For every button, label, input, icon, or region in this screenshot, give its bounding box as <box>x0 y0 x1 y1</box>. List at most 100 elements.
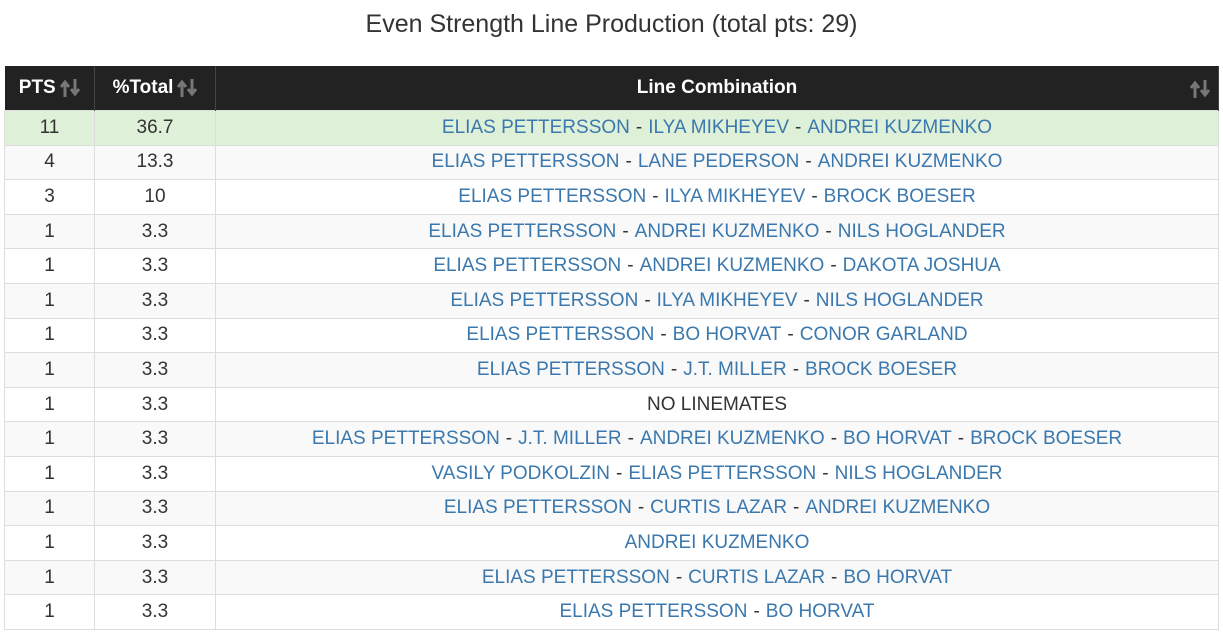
column-header[interactable]: PTS <box>4 66 95 111</box>
line-cell: ANDREI KUZMENKO <box>215 525 1219 561</box>
sort-icon <box>177 78 198 97</box>
table-row: 1 3.3 ELIAS PETTERSSON - J.T. MILLER - ANDREI … <box>4 421 1219 457</box>
player-link[interactable]: ELIAS PETTERSSON <box>628 462 817 484</box>
separator: - <box>635 116 643 138</box>
player-link[interactable]: ELIAS PETTERSSON <box>428 220 617 242</box>
pct-cell: 13.3 <box>94 144 216 181</box>
line-cell: ELIAS PETTERSSON - ILYA MIKHEYEV - ANDREI KU… <box>215 110 1219 146</box>
separator: - <box>670 358 678 380</box>
pct-cell: 3.3 <box>94 525 216 561</box>
header-row: PTS %Total Line Combination <box>4 66 1219 111</box>
separator: - <box>622 220 629 242</box>
table-row: 4 13.3 ELIAS PETTERSSON - LANE PEDERSON - ANDR… <box>4 144 1219 181</box>
player-link[interactable]: ANDREI KUZMENKO <box>639 255 825 277</box>
player-link[interactable]: NILS HOGLANDER <box>837 220 1006 242</box>
player-link[interactable]: ELIAS PETTERSSON <box>441 116 630 138</box>
pts-cell: 11 <box>4 110 95 146</box>
player-link[interactable]: ELIAS PETTERSSON <box>481 566 670 588</box>
player-link[interactable]: ELIAS PETTERSSON <box>476 358 665 380</box>
title: Even Strength Line Production (total pts… <box>365 10 858 38</box>
player-link[interactable]: ILYA MIKHEYEV <box>648 116 789 138</box>
table-body: 11 36.7 ELIAS PETTERSSON - ILYA MIKHEYEV - AND… <box>4 110 1219 630</box>
player-link[interactable]: ILYA MIKHEYEV <box>656 289 798 311</box>
player-link[interactable]: CONOR GARLAND <box>799 324 968 346</box>
line-cell: ELIAS PETTERSSON - BO HORVAT - CONOR GARLAND <box>215 317 1219 354</box>
player-link[interactable]: ELIAS PETTERSSON <box>433 255 622 277</box>
pct-cell: 10 <box>94 179 216 215</box>
table-row: 1 3.3 ELIAS PETTERSSON - CURTIS LAZAR - ANDREI… <box>4 490 1219 527</box>
player-link[interactable]: NILS HOGLANDER <box>815 289 984 311</box>
player-link[interactable]: ELIAS PETTERSSON <box>466 324 655 346</box>
pct-cell: 36.7 <box>94 110 216 146</box>
separator: - <box>793 497 800 519</box>
player-link[interactable]: ELIAS PETTERSSON <box>443 497 632 519</box>
player-link[interactable]: J.T. MILLER <box>518 428 622 450</box>
player-link[interactable]: BROCK BOESER <box>970 428 1123 450</box>
player-link[interactable]: BROCK BOESER <box>805 358 958 380</box>
separator: - <box>830 428 838 450</box>
separator: - <box>627 428 634 450</box>
pct-cell: 3.3 <box>94 594 216 630</box>
player-link[interactable]: ANDREI KUZMENKO <box>807 116 993 138</box>
table-row: 1 3.3 ELIAS PETTERSSON - CURTIS LAZAR - BO HOR… <box>4 559 1219 596</box>
table-row: 1 3.3 ANDREI KUZMENKO <box>4 525 1219 561</box>
player-link[interactable]: ILYA MIKHEYEV <box>664 185 806 207</box>
player-link[interactable]: DAKOTA JOSHUA <box>842 255 1001 277</box>
player-link[interactable]: ELIAS PETTERSSON <box>450 289 639 311</box>
separator: - <box>675 566 683 588</box>
column-header[interactable]: Line Combination <box>215 66 1219 111</box>
player-link[interactable]: ELIAS PETTERSSON <box>311 428 500 450</box>
player-link[interactable]: BROCK BOESER <box>823 185 976 207</box>
player-link[interactable]: BO HORVAT <box>765 601 875 623</box>
table-row: 3 10 ELIAS PETTERSSON - ILYA MIKHEYEV - BROCK … <box>4 179 1219 215</box>
sort-icon <box>1190 80 1210 98</box>
line-cell: ELIAS PETTERSSON - ILYA MIKHEYEV - BROCK BOE… <box>215 179 1219 215</box>
line-cell: VASILY PODKOLZIN - ELIAS PETTERSSON - NILS H… <box>215 455 1219 492</box>
separator: - <box>787 324 794 346</box>
pct-cell: 3.3 <box>94 421 216 457</box>
player-link[interactable]: ANDREI KUZMENKO <box>634 220 820 242</box>
table-row: 1 3.3 ELIAS PETTERSSON - J.T. MILLER - BROCK B… <box>4 352 1219 388</box>
header-label: %Total <box>112 77 174 98</box>
pct-cell: 3.3 <box>94 317 216 354</box>
separator: - <box>637 497 645 519</box>
player-link[interactable]: ANDREI KUZMENKO <box>639 428 825 450</box>
pts-cell: 1 <box>4 213 95 250</box>
player-link[interactable]: ANDREI KUZMENKO <box>805 497 991 519</box>
player-link[interactable]: CURTIS LAZAR <box>650 497 788 519</box>
header-label: Line Combination <box>636 77 798 98</box>
line-cell: NO LINEMATES <box>215 386 1219 423</box>
column-header[interactable]: %Total <box>94 66 216 111</box>
player-link[interactable]: ANDREI KUZMENKO <box>624 531 810 553</box>
line-cell: ELIAS PETTERSSON - BO HORVAT <box>215 594 1219 630</box>
table-row: 1 3.3 ELIAS PETTERSSON - ANDREI KUZMENKO - NIL… <box>4 213 1219 250</box>
separator: - <box>644 289 651 311</box>
separator: - <box>660 324 667 346</box>
pts-cell: 1 <box>4 421 95 457</box>
player-link[interactable]: CURTIS LAZAR <box>688 566 826 588</box>
player-link[interactable]: ANDREI KUZMENKO <box>817 151 1003 173</box>
player-link[interactable]: BO HORVAT <box>843 428 952 450</box>
pts-cell: 1 <box>4 317 95 354</box>
separator: - <box>795 116 802 138</box>
table-row: 1 3.3 ELIAS PETTERSSON - ANDREI KUZMENKO - DAK… <box>4 248 1219 284</box>
player-link[interactable]: ELIAS PETTERSSON <box>431 151 620 173</box>
line-cell: ELIAS PETTERSSON - J.T. MILLER - ANDREI KUZM… <box>215 421 1219 457</box>
player-link[interactable]: BO HORVAT <box>843 566 953 588</box>
separator: - <box>505 428 513 450</box>
player-link[interactable]: ELIAS PETTERSSON <box>458 185 647 207</box>
header-label: PTS <box>18 77 56 98</box>
separator: - <box>792 358 800 380</box>
player-link[interactable]: BO HORVAT <box>672 324 782 346</box>
player-link[interactable]: LANE PEDERSON <box>637 151 800 173</box>
pts-cell: 1 <box>4 282 95 319</box>
separator: - <box>627 255 634 277</box>
player-link[interactable]: VASILY PODKOLZIN <box>431 462 610 484</box>
player-link[interactable]: ELIAS PETTERSSON <box>559 601 748 623</box>
line-cell: ELIAS PETTERSSON - J.T. MILLER - BROCK BOESE… <box>215 352 1219 388</box>
player-link[interactable]: J.T. MILLER <box>683 358 787 380</box>
player-link[interactable]: NILS HOGLANDER <box>834 462 1003 484</box>
separator: - <box>615 462 623 484</box>
pct-cell: 3.3 <box>94 352 216 388</box>
